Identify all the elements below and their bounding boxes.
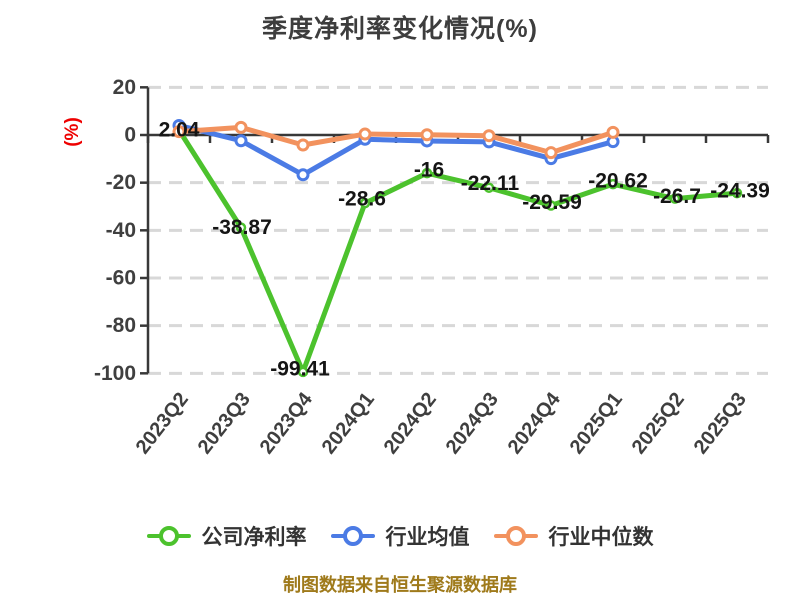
data-point-company	[483, 182, 495, 193]
y-tick-label: -60	[106, 266, 136, 289]
x-tick-label: 2024Q1	[318, 389, 379, 459]
legend-marker-company-icon	[146, 525, 191, 547]
source-note: 制图数据来自恒生聚源数据库	[283, 575, 517, 595]
y-tick-label: -40	[106, 219, 136, 242]
data-point-label: -26.7	[653, 185, 701, 208]
data-point-industry-median	[296, 138, 310, 152]
series-line-company	[176, 127, 740, 375]
data-point-industry-median	[482, 129, 496, 143]
data-point-company	[669, 193, 681, 204]
legend-label: 行业均值	[385, 526, 470, 549]
legend-item-industry-median[interactable]: 行业中位数	[493, 521, 654, 551]
legend-circle-icon	[342, 526, 363, 546]
data-point-company	[235, 222, 247, 233]
data-point-label: -38.87	[212, 216, 272, 239]
legend-label: 行业中位数	[548, 526, 654, 549]
data-point-label: -24.39	[710, 180, 770, 203]
data-point-company	[421, 167, 433, 179]
data-point-label: -20.62	[588, 170, 648, 193]
legend-item-company[interactable]: 公司净利率	[146, 521, 307, 551]
data-point-industry-median	[172, 125, 186, 139]
data-point-industry-median	[358, 127, 372, 141]
data-point-industry-median	[606, 125, 620, 139]
data-point-industry-mean	[234, 134, 248, 148]
x-tick-label: 2024Q2	[380, 389, 441, 459]
data-point-company	[297, 366, 309, 378]
data-point-industry-mean	[296, 168, 310, 182]
x-tick-label: 2023Q3	[194, 389, 255, 459]
legend: 公司净利率 行业均值 行业中位数	[0, 521, 800, 551]
x-tick-label: 2024Q4	[504, 388, 566, 458]
data-point-label: -28.6	[338, 188, 386, 211]
x-tick-label: 2024Q3	[442, 389, 503, 459]
x-tick-label: 2023Q2	[132, 389, 193, 459]
data-point-company	[359, 197, 371, 209]
chart-title: 季度净利率变化情况(%)	[262, 15, 538, 43]
data-point-company	[545, 200, 557, 211]
data-point-label: -22.11	[461, 172, 520, 195]
series-line-industry-median	[176, 124, 616, 156]
data-point-label: -29.59	[522, 191, 582, 214]
y-tick-label: 20	[113, 76, 136, 99]
legend-label: 公司净利率	[201, 526, 307, 549]
data-point-industry-median	[544, 146, 558, 160]
data-point-label: -16	[414, 159, 444, 182]
x-tick-label: 2025Q2	[628, 389, 689, 459]
y-tick-label: -80	[106, 314, 136, 337]
data-point-company	[607, 178, 619, 190]
data-point-label: -99.41	[270, 357, 330, 380]
x-tick-label: 2025Q3	[690, 389, 751, 459]
legend-item-industry-mean[interactable]: 行业均值	[330, 521, 470, 551]
y-tick-label: -100	[94, 362, 136, 385]
data-point-industry-median	[234, 120, 248, 134]
x-tick-label: 2023Q4	[256, 388, 318, 458]
legend-marker-industry-median-icon	[493, 525, 538, 547]
data-point-company	[731, 187, 743, 199]
data-point-industry-median	[420, 128, 434, 142]
y-tick-label: -20	[106, 171, 136, 194]
series-line-industry-mean	[176, 122, 616, 178]
legend-marker-industry-mean-icon	[330, 525, 375, 547]
y-tick-label: 0	[124, 124, 136, 147]
legend-circle-icon	[505, 526, 526, 546]
x-tick-label: 2025Q1	[566, 389, 627, 459]
data-point-label: 2.04	[159, 119, 200, 142]
legend-circle-icon	[158, 526, 179, 546]
